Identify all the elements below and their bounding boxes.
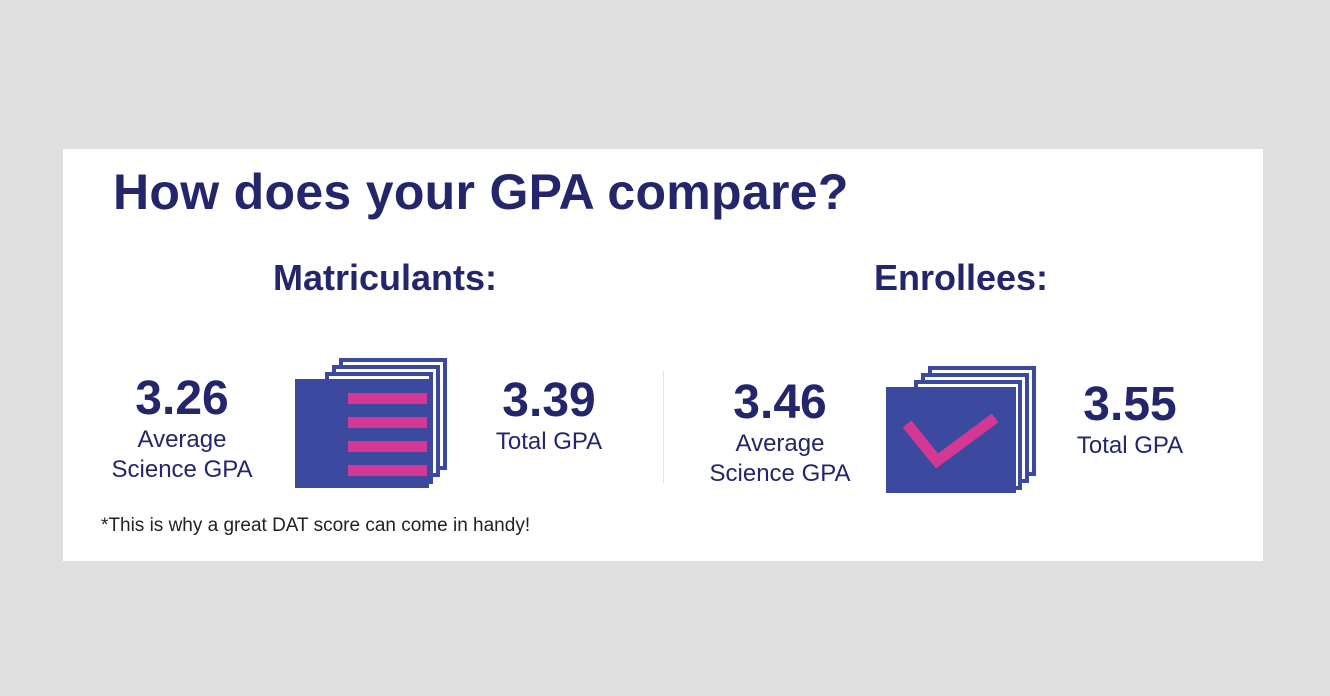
enrollees-total-gpa: 3.55 Total GPA xyxy=(1077,379,1183,461)
enrollees-science-gpa: 3.46 Average Science GPA xyxy=(710,377,851,489)
matriculants-heading: Matriculants: xyxy=(272,257,498,298)
matriculants-science-gpa: 3.26 Average Science GPA xyxy=(112,373,253,485)
enrollees-total-gpa-label: Total GPA xyxy=(1076,432,1184,459)
stacked-list-icon xyxy=(295,358,447,488)
enrollees-total-gpa-value: 3.55 xyxy=(1083,378,1177,431)
section-divider xyxy=(663,371,664,483)
matriculants-science-gpa-label-line2: Science GPA xyxy=(111,456,253,483)
stacked-checkmark-icon xyxy=(886,366,1036,493)
matriculants-science-gpa-value: 3.26 xyxy=(135,372,229,425)
gpa-comparison-card: How does your GPA compare? Matriculants:… xyxy=(63,149,1263,561)
matriculants-science-gpa-label-line1: Average xyxy=(137,426,227,453)
matriculants-total-gpa-value: 3.39 xyxy=(502,374,596,427)
enrollees-heading: Enrollees: xyxy=(873,257,1049,298)
footnote: *This is why a great DAT score can come … xyxy=(101,515,531,536)
enrollees-science-gpa-label-line1: Average xyxy=(735,430,825,457)
enrollees-science-gpa-value: 3.46 xyxy=(733,376,827,429)
page-title: How does your GPA compare? xyxy=(113,164,849,220)
matriculants-total-gpa: 3.39 Total GPA xyxy=(496,375,602,457)
enrollees-science-gpa-label-line2: Science GPA xyxy=(709,460,851,487)
matriculants-total-gpa-label: Total GPA xyxy=(495,428,603,455)
